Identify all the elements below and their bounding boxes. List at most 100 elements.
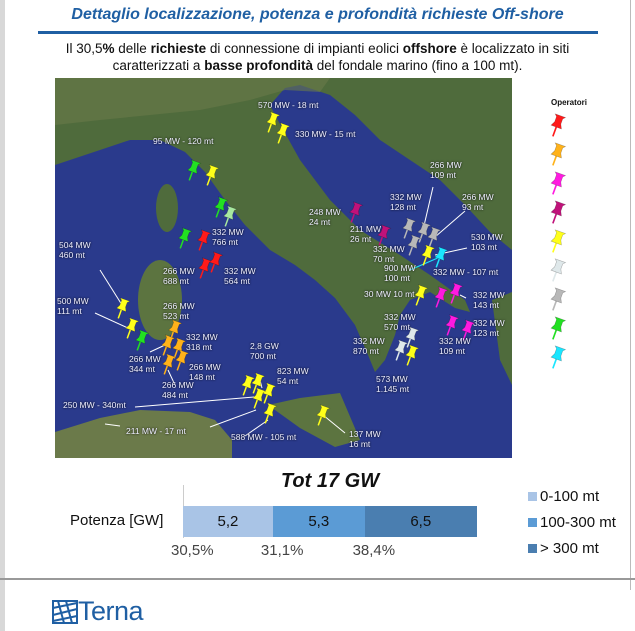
right-border <box>630 0 631 590</box>
category-label: Potenza [GW] <box>70 512 164 529</box>
land-africa <box>55 410 232 458</box>
map-label: 332 MW 128 mt <box>390 192 422 212</box>
pushpin-icon <box>251 372 266 394</box>
legend-label: 100-300 mt <box>540 514 616 531</box>
pushpin-icon <box>550 113 567 137</box>
pushpin-icon <box>449 282 464 304</box>
pushpin-icon <box>276 122 291 144</box>
map-label: 332 MW 109 mt <box>439 336 471 356</box>
subtitle-text: è localizzato in siti caratterizzati a <box>112 41 570 73</box>
subtitle-text: offshore <box>402 41 457 56</box>
pushpin-icon <box>349 201 364 223</box>
land-sardinia <box>138 260 182 340</box>
pushpin-icon <box>550 200 567 224</box>
pushpin-icon <box>214 196 229 218</box>
map-label: 266 MW 93 mt <box>462 192 494 212</box>
pushpin-icon <box>205 164 220 186</box>
share-label: 38,4% <box>352 542 396 559</box>
map-label: 266 MW 688 mt <box>163 266 195 286</box>
pushpin-icon <box>209 251 224 273</box>
pushpin-icon <box>263 402 278 424</box>
land-mainland <box>55 78 512 372</box>
map-label: 332 MW 766 mt <box>212 227 244 247</box>
map-label: 570 MW - 18 mt <box>258 100 319 110</box>
offshore-map: 570 MW - 18 mt 330 MW - 15 mt 95 MW - 120 … <box>55 78 512 458</box>
pushpin-icon <box>550 142 567 166</box>
left-border <box>0 0 5 631</box>
map-label: 211 MW - 17 mt <box>126 426 186 436</box>
pushpin-icon <box>407 234 422 256</box>
map-label: 530 MW 103 mt <box>471 232 503 252</box>
map-label: 573 MW 1.145 mt <box>376 374 410 394</box>
legend-item: 0-100 mt <box>528 488 599 505</box>
map-image <box>55 78 512 458</box>
pushpin-icon <box>316 404 331 426</box>
pushpin-icon <box>461 319 476 341</box>
legend-swatch <box>528 518 537 527</box>
map-label: 30 MW 10 mt <box>364 289 415 299</box>
bar-value-label: 6,5 <box>410 513 432 530</box>
pushpin-icon <box>178 227 193 249</box>
share-label: 30,5% <box>171 542 214 559</box>
map-label: 266 MW 523 mt <box>163 301 195 321</box>
page-title: Dettaglio localizzazione, potenza e prof… <box>71 6 564 23</box>
title-divider <box>38 31 598 34</box>
map-label: 266 MW 484 mt <box>162 380 194 400</box>
map-label: 332 MW 70 mt <box>373 244 405 264</box>
subtitle-text: del fondale marino (fino a 100 mt). <box>312 58 523 73</box>
map-label: 332 MW 123 mt <box>473 318 505 338</box>
map-label: 500 MW 111 mt <box>57 296 89 316</box>
map-label: 332 MW 870 mt <box>353 336 385 356</box>
map-label: 332 MW 570 mt <box>384 312 416 332</box>
pushpin-icon <box>550 316 567 340</box>
terna-logo-icon <box>52 599 78 624</box>
subtitle-text: % <box>102 41 115 56</box>
pushpin-icon <box>116 297 131 319</box>
pushpin-icon <box>414 284 429 306</box>
map-label: 332 MW 143 mt <box>473 290 505 310</box>
pushpin-icon <box>262 382 277 404</box>
pushpin-icon <box>405 326 420 348</box>
map-label: 332 MW 564 mt <box>224 266 256 286</box>
legend-item: > 300 mt <box>528 540 599 557</box>
pushpin-icon <box>252 387 267 409</box>
bar-segment-2: 6,5 <box>364 506 477 537</box>
subtitle-text: richieste <box>150 41 207 56</box>
pushpin-icon <box>445 314 460 336</box>
map-pins <box>116 111 476 426</box>
pushpin-icon <box>402 217 417 239</box>
pushpin-icon <box>427 226 442 248</box>
land-balkans-south <box>492 292 512 385</box>
map-label: 900 MW 100 mt <box>384 263 416 283</box>
pushpin-icon <box>135 329 150 351</box>
legend-title: Operatori <box>551 98 588 107</box>
pushpin-icon <box>394 339 409 361</box>
terna-logo: Terna <box>52 596 144 627</box>
map-label: 332 MW - 107 mt <box>433 267 499 277</box>
pushpin-icon <box>241 374 256 396</box>
bar-value-label: 5,2 <box>217 513 239 530</box>
pushpin-icon <box>550 345 567 369</box>
subtitle-text: di connessione di impianti eolici <box>206 41 403 56</box>
map-label: 266 MW 344 mt <box>129 354 161 374</box>
map-label: 588 MW - 105 mt <box>231 432 297 442</box>
pushpin-icon <box>162 353 177 375</box>
subtitle-text: delle <box>114 41 151 56</box>
subtitle: Il 30,5% delle richieste di connessione … <box>40 40 595 74</box>
pushpin-icon <box>161 334 176 356</box>
map-label: 250 MW - 340mt <box>63 400 126 410</box>
pushpin-icon <box>187 159 202 181</box>
bar-segment-1: 5,3 <box>272 506 365 537</box>
pushpin-icon <box>417 221 432 243</box>
map-label: 330 MW - 15 mt <box>295 129 356 139</box>
legend-label: 0-100 mt <box>540 488 600 505</box>
legend-item: 100-300 mt <box>528 514 616 531</box>
pushpin-icon <box>125 317 140 339</box>
map-label: 137 MW 16 mt <box>349 429 381 449</box>
pushpin-icon <box>550 171 567 195</box>
subtitle-text: basse profondità <box>204 58 313 73</box>
pushpin-icon <box>421 244 436 266</box>
pushpin-icon <box>266 111 281 133</box>
pushpin-icon <box>550 287 567 311</box>
map-label: 266 MW 109 mt <box>430 160 462 180</box>
